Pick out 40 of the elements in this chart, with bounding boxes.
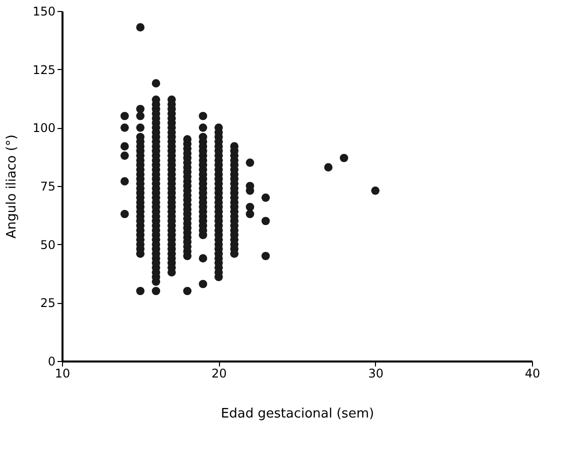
point [136,286,145,296]
point [120,142,129,151]
y-tick-label: 25 [40,296,56,310]
point [198,123,208,132]
point [246,202,254,212]
point [136,23,145,32]
point [198,254,208,263]
point [136,104,145,114]
point [136,123,145,132]
point [371,186,380,195]
point [136,112,145,120]
point [246,210,254,218]
point [120,151,129,160]
point [120,210,129,218]
x-tick-label: 30 [368,366,384,380]
x-axis-title: Edad gestacional (sem) [220,406,374,422]
x-tick-label: 40 [524,366,540,380]
point [152,286,160,296]
point [324,163,333,172]
y-tick-label: 150 [32,4,56,18]
point [120,177,129,186]
y-tick-label: 50 [40,238,56,252]
point [152,79,160,88]
y-tick-label: 0 [48,354,56,368]
y-axis-title: Angulo iliaco (°) [4,134,20,238]
point [198,112,208,120]
y-tick-label: 75 [40,180,56,194]
x-tick-label: 20 [212,366,227,380]
point [120,112,129,120]
point [183,286,192,296]
point [340,154,348,162]
point [198,280,208,288]
y-tick-label: 125 [32,62,56,77]
point [246,158,254,167]
point [261,252,270,260]
x-tick-label: 10 [54,366,70,380]
point [261,216,270,226]
point [120,123,129,132]
y-tick-label: 100 [32,121,56,136]
point [261,193,270,202]
